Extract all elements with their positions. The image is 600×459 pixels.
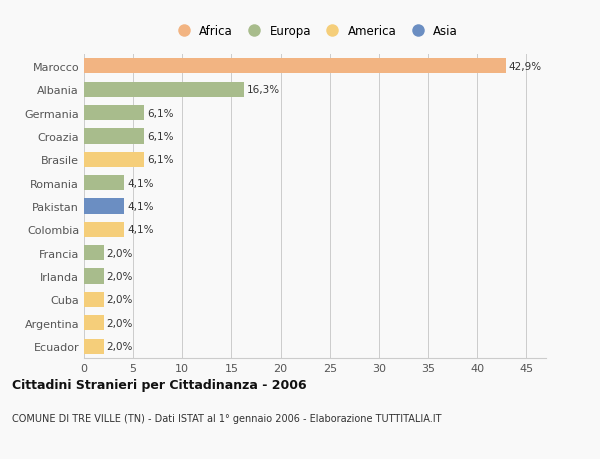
Text: 2,0%: 2,0% — [107, 318, 133, 328]
Bar — [84, 106, 144, 121]
Bar — [84, 152, 144, 168]
Bar — [84, 83, 244, 98]
Bar — [84, 176, 124, 191]
Bar — [84, 222, 124, 237]
Text: Cittadini Stranieri per Cittadinanza - 2006: Cittadini Stranieri per Cittadinanza - 2… — [12, 379, 307, 392]
Text: 6,1%: 6,1% — [147, 132, 173, 142]
Text: 2,0%: 2,0% — [107, 271, 133, 281]
Text: COMUNE DI TRE VILLE (TN) - Dati ISTAT al 1° gennaio 2006 - Elaborazione TUTTITAL: COMUNE DI TRE VILLE (TN) - Dati ISTAT al… — [12, 413, 442, 423]
Text: 2,0%: 2,0% — [107, 341, 133, 351]
Text: 4,1%: 4,1% — [127, 225, 154, 235]
Bar — [84, 292, 104, 308]
Bar — [84, 315, 104, 330]
Text: 42,9%: 42,9% — [509, 62, 542, 72]
Text: 4,1%: 4,1% — [127, 202, 154, 212]
Text: 4,1%: 4,1% — [127, 178, 154, 188]
Text: 16,3%: 16,3% — [247, 85, 280, 95]
Bar — [84, 269, 104, 284]
Bar — [84, 59, 506, 74]
Bar — [84, 339, 104, 354]
Bar — [84, 129, 144, 144]
Bar — [84, 199, 124, 214]
Bar — [84, 246, 104, 261]
Legend: Africa, Europa, America, Asia: Africa, Europa, America, Asia — [169, 22, 461, 42]
Text: 2,0%: 2,0% — [107, 248, 133, 258]
Text: 2,0%: 2,0% — [107, 295, 133, 305]
Text: 6,1%: 6,1% — [147, 108, 173, 118]
Text: 6,1%: 6,1% — [147, 155, 173, 165]
